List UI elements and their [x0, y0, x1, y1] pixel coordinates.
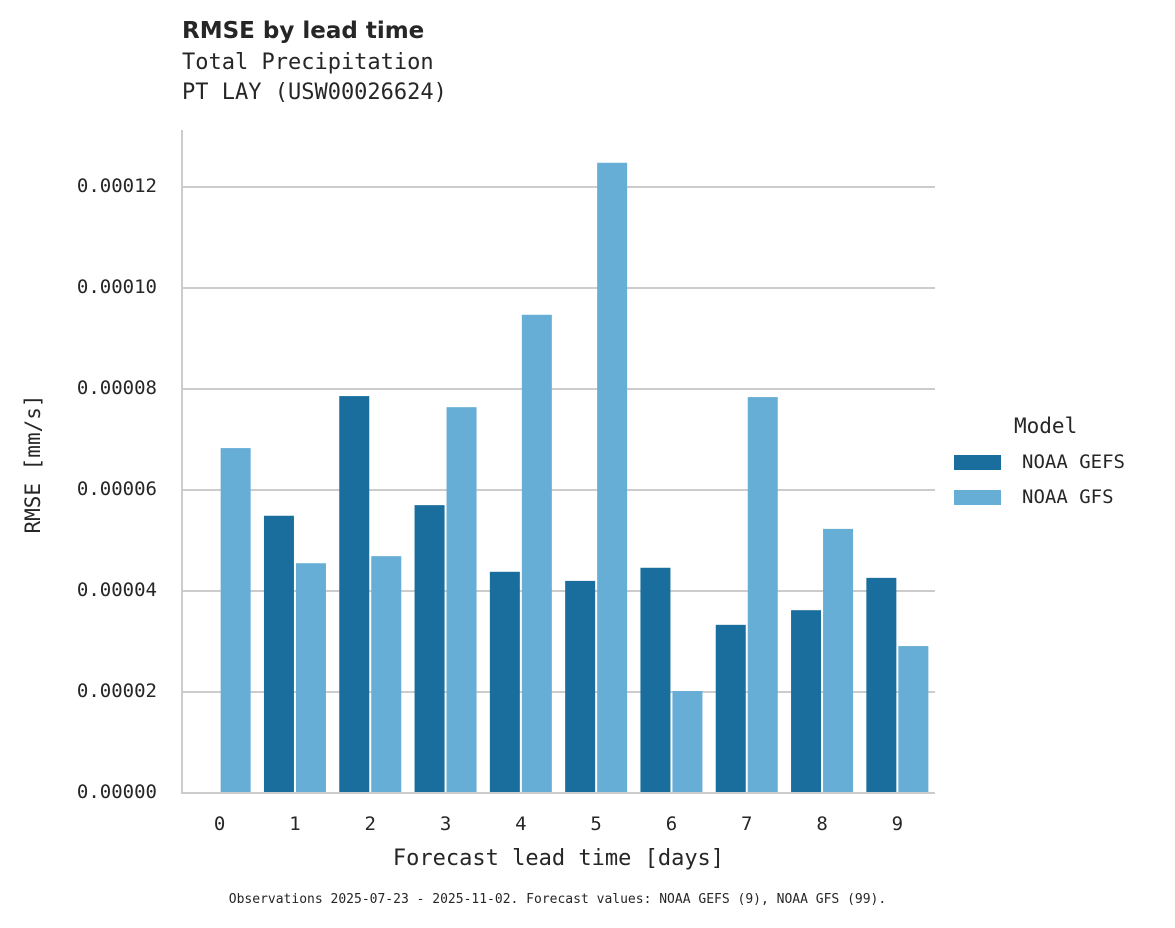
legend-label-gefs: NOAA GEFS: [1022, 451, 1125, 473]
y-tick-label: 0.00012: [76, 175, 157, 197]
x-axis-label: Forecast lead time [days]: [392, 846, 725, 871]
legend-swatch-gfs: [954, 490, 1001, 505]
bar: [414, 505, 445, 793]
bar: [597, 162, 628, 793]
bar: [823, 528, 854, 793]
legend-title: Model: [1014, 414, 1078, 438]
legend-swatch-gefs: [954, 455, 1001, 470]
x-tick-label: 6: [665, 813, 678, 835]
x-tick-label: 8: [816, 813, 828, 835]
y-tick-label: 0.00006: [76, 478, 157, 500]
x-tick-label: 7: [741, 813, 753, 835]
bar: [565, 580, 596, 793]
chart-subtitle-variable: Total Precipitation: [182, 50, 434, 75]
bar: [263, 515, 294, 793]
x-tick-label: 2: [364, 813, 376, 835]
bar: [295, 563, 326, 793]
bar: [339, 396, 370, 793]
bar: [747, 397, 778, 793]
bar: [220, 448, 251, 793]
y-tick-label: 0.00000: [76, 781, 157, 803]
y-tick-label: 0.00002: [76, 680, 157, 702]
bar: [672, 690, 703, 793]
bar: [489, 571, 520, 793]
bar: [521, 314, 552, 793]
y-tick-label: 0.00004: [76, 579, 157, 601]
y-tick-label: 0.00010: [76, 276, 157, 298]
bar: [446, 407, 477, 793]
bar: [791, 610, 822, 793]
bar: [866, 577, 897, 793]
bar: [898, 646, 929, 793]
x-tick-label: 9: [891, 813, 904, 835]
bar: [371, 556, 402, 793]
x-tick-label: 4: [515, 813, 527, 835]
x-tick-label: 0: [213, 813, 226, 835]
y-axis-label: RMSE [mm/s]: [21, 394, 45, 534]
legend-label-gfs: NOAA GFS: [1022, 486, 1114, 508]
y-tick-label: 0.00008: [76, 377, 157, 399]
footer-note: Observations 2025-07-23 - 2025-11-02. Fo…: [228, 892, 887, 907]
bar: [715, 624, 746, 793]
bar: [640, 567, 671, 793]
chart-title: RMSE by lead time: [182, 18, 425, 44]
chart-subtitle-station: PT LAY (USW00026624): [182, 80, 447, 105]
x-tick-label: 5: [590, 813, 602, 835]
x-tick-label: 1: [289, 813, 301, 835]
x-tick-label: 3: [439, 813, 452, 835]
